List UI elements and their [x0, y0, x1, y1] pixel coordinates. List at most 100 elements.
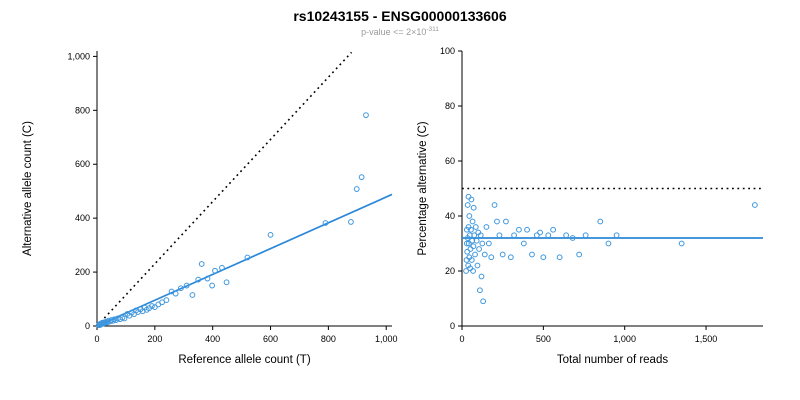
data-point: [204, 275, 211, 282]
data-point: [563, 232, 570, 239]
figure-title: rs10243155 - ENSG00000133606: [293, 8, 507, 24]
data-point: [172, 290, 179, 297]
data-point: [511, 232, 517, 239]
data-point: [473, 237, 480, 244]
data-point: [476, 246, 482, 252]
data-point: [481, 251, 488, 258]
data-point: [149, 303, 155, 309]
x-tick-label: 1,500: [695, 334, 718, 344]
data-point: [491, 202, 498, 208]
data-point: [151, 304, 158, 311]
y-tick-label: 80: [445, 101, 455, 111]
data-point: [516, 226, 522, 233]
x-tick-label: 1,000: [613, 334, 636, 344]
data-point: [198, 261, 205, 267]
x-tick-label: 0: [94, 334, 99, 344]
x-tick-label: 400: [205, 334, 220, 344]
y-tick-label: 0: [450, 321, 455, 331]
data-point: [576, 251, 583, 258]
data-point: [496, 232, 503, 239]
data-point: [499, 251, 506, 258]
data-point: [189, 292, 196, 298]
x-tick-label: 1,000: [375, 334, 398, 344]
x-tick-label: 600: [263, 334, 278, 344]
y-tick-label: 800: [75, 105, 90, 115]
data-point: [524, 226, 530, 233]
y-tick-label: 200: [75, 267, 90, 277]
data-point: [113, 317, 119, 323]
x-axis-title: Total number of reads: [557, 354, 668, 366]
data-point: [678, 240, 685, 247]
data-point: [529, 251, 535, 258]
y-tick-label: 1,000: [67, 51, 90, 61]
y-tick-label: 20: [445, 266, 455, 276]
data-point: [463, 257, 470, 263]
data-point: [110, 317, 116, 324]
y-tick-label: 60: [445, 156, 455, 166]
data-point: [480, 298, 487, 305]
identity-line: [96, 51, 353, 327]
data-point: [195, 276, 202, 283]
right-scatter-plot: 0 500 1,000 1,500 0 20 40 60 80 100 Total number o…: [417, 46, 763, 366]
data-point: [363, 112, 369, 119]
data-point: [507, 254, 514, 261]
data-point: [477, 232, 484, 239]
data-point: [540, 254, 547, 261]
data-point: [183, 282, 190, 289]
data-point: [476, 287, 483, 294]
data-point: [470, 204, 477, 211]
data-point: [488, 254, 495, 261]
x-tick-label: 500: [536, 334, 551, 344]
data-point: [463, 268, 469, 274]
data-point: [556, 254, 563, 261]
data-point: [348, 219, 354, 225]
y-axis-title: Percentage alternative (C): [417, 121, 429, 255]
data-point: [503, 218, 509, 225]
data-point: [219, 264, 225, 271]
x-tick-label: 800: [321, 334, 336, 344]
figure-subtitle: p-value <= 2×10-311: [0, 26, 800, 37]
data-point: [474, 262, 481, 269]
data-point: [468, 257, 475, 263]
data-point: [545, 232, 552, 239]
data-point: [223, 279, 230, 286]
data-point: [751, 202, 758, 208]
left-scatter-plot: 0 200 400 600 800 1,000 0 200 400 600 800 1,000 Refe…: [22, 51, 398, 366]
data-point: [520, 240, 527, 247]
y-tick-label: 400: [75, 213, 90, 223]
y-axis-title: Alternative allele count (C): [22, 121, 34, 256]
data-point: [353, 186, 360, 192]
data-point: [472, 251, 478, 258]
data-point: [163, 297, 170, 304]
data-point: [358, 174, 365, 181]
data-point: [468, 196, 475, 203]
data-point: [465, 193, 472, 200]
charts-row: 0 200 400 600 800 1,000 0 200 400 600 800 1,000 Refe…: [0, 39, 800, 384]
data-point: [466, 213, 473, 219]
data-point: [463, 240, 470, 247]
y-tick-label: 0: [85, 321, 90, 331]
data-point: [472, 224, 479, 230]
y-tick-label: 100: [440, 46, 455, 56]
data-point: [478, 273, 485, 280]
data-point: [494, 218, 500, 225]
data-point: [244, 254, 251, 261]
data-point: [468, 226, 474, 233]
regression-line: [96, 193, 393, 327]
x-tick-label: 200: [147, 334, 162, 344]
subtitle-exponent: -311: [426, 26, 439, 33]
data-point: [605, 240, 612, 247]
data-point: [470, 243, 477, 250]
data-point: [267, 231, 274, 238]
subtitle-text: p-value <= 2×10: [361, 27, 427, 37]
data-point: [485, 240, 492, 247]
data-point: [550, 226, 557, 233]
data-point: [212, 267, 218, 274]
data-point: [469, 218, 476, 225]
y-tick-label: 40: [445, 211, 455, 221]
figure-header: rs10243155 - ENSG00000133606 p-value <= …: [0, 0, 800, 37]
y-tick-label: 600: [75, 159, 90, 169]
data-point: [177, 285, 184, 292]
data-point: [209, 282, 216, 289]
